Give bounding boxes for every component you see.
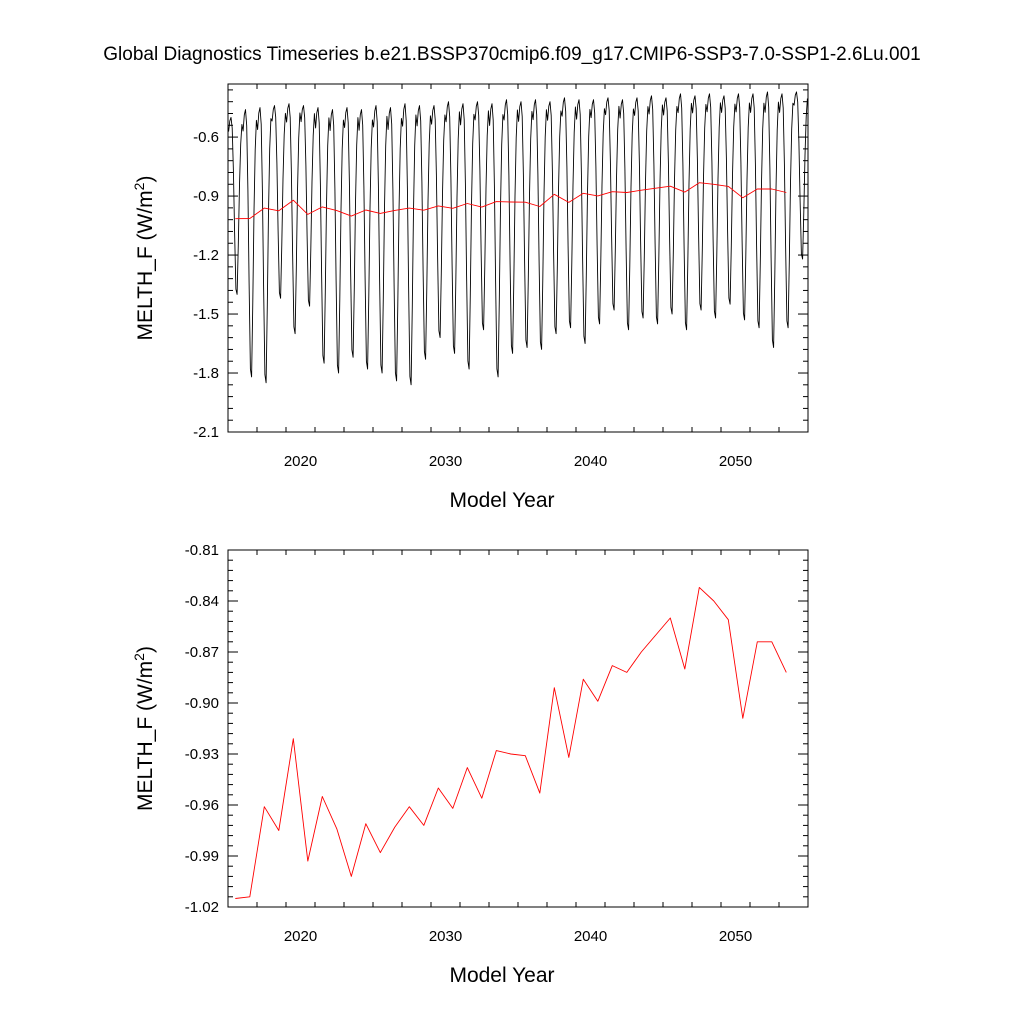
x-tick-label: 2040 <box>574 453 607 470</box>
y-axis-label-tail: ) <box>134 646 157 653</box>
y-tick-label: -0.9 <box>193 188 219 205</box>
y-tick-label: -0.84 <box>185 593 219 610</box>
data-line-red-1 <box>235 182 787 220</box>
x-tick-label: 2030 <box>429 928 462 945</box>
y-axis-label: MELTH_F (W/m2) <box>131 646 157 811</box>
x-tick-label: 2030 <box>429 453 462 470</box>
chart-title: Global Diagnostics Timeseries b.e21.BSSP… <box>103 44 921 65</box>
y-tick-label: -1.02 <box>185 899 219 916</box>
x-axis-label: Model Year <box>449 489 554 512</box>
x-tick-label: 2020 <box>284 453 317 470</box>
y-tick-label: -0.90 <box>185 695 219 712</box>
x-tick-label: 2040 <box>574 928 607 945</box>
y-tick-label: -0.81 <box>185 542 219 559</box>
y-axis-label: MELTH_F (W/m2) <box>131 176 157 341</box>
y-axis-label-tail: ) <box>134 176 157 183</box>
data-line-black-0 <box>228 91 808 386</box>
y-tick-label: -0.87 <box>185 644 219 661</box>
x-tick-label: 2050 <box>719 928 752 945</box>
y-axis-label-sup: 2 <box>131 182 147 190</box>
plot-frame <box>227 549 809 908</box>
plot-bottom: 2020 2030 2040 2050 -1.02 -0.99 -0.96 -0.93 -0.9… <box>131 542 809 987</box>
x-tick-label: 2050 <box>719 453 752 470</box>
data-line-red-0 <box>235 586 787 899</box>
y-axis-label-base: MELTH_F (W/m <box>134 190 157 340</box>
y-axis-label-base: MELTH_F (W/m <box>134 661 157 811</box>
y-tick-label: -0.6 <box>193 129 219 146</box>
plot-top: 2020 2030 2040 2050 -2.1 -1.8 -1.5 -1.2 -0.9 -0.6… <box>131 83 809 512</box>
x-axis-label: Model Year <box>449 964 554 987</box>
y-tick-label: -0.96 <box>185 797 219 814</box>
series-group <box>235 586 787 899</box>
y-tick-label: -1.2 <box>193 247 219 264</box>
x-tick-label: 2020 <box>284 928 317 945</box>
y-tick-label: -0.93 <box>185 746 219 763</box>
y-axis-label-sup: 2 <box>131 653 147 661</box>
y-tick-label: -1.8 <box>193 365 219 382</box>
y-tick-label: -0.99 <box>185 848 219 865</box>
y-tick-label: -1.5 <box>193 306 219 323</box>
y-tick-label: -2.1 <box>193 424 219 441</box>
plot-frame <box>227 83 809 433</box>
series-group <box>228 91 808 386</box>
